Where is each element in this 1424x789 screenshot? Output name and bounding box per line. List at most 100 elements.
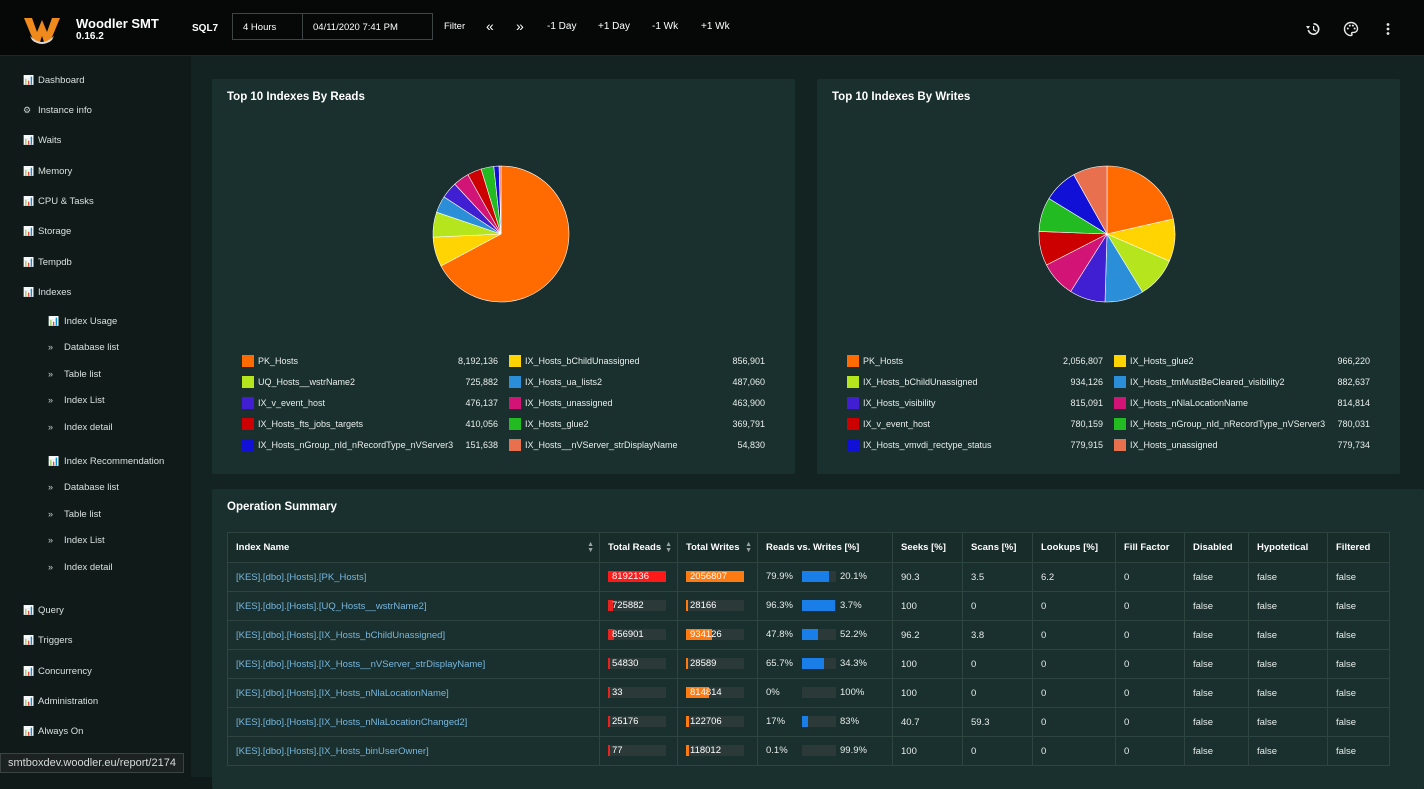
sidebar-subitem-database-list[interactable]: » Database list: [48, 342, 119, 353]
ratio-bar: [802, 745, 836, 757]
sidebar-item-query[interactable]: 📊 Query: [23, 605, 64, 616]
sidebar-subitem-index-list[interactable]: » Index List: [48, 395, 105, 406]
writes-slice-pk-hosts[interactable]: [1106, 165, 1174, 235]
col-header-fill-factor[interactable]: Fill Factor: [1115, 532, 1185, 563]
table-row[interactable]: [KES].[dbo].[Hosts].[PK_Hosts] 8192136 205…: [227, 562, 1390, 592]
reads-legend-item[interactable]: IX_Hosts_glue2 369,791: [509, 418, 765, 431]
server-name[interactable]: SQL7: [192, 23, 219, 34]
sidebar-item-tempdb[interactable]: 📊 Tempdb: [23, 257, 72, 268]
minus-week-button[interactable]: -1 Wk: [652, 21, 679, 32]
writes-legend-item[interactable]: IX_Hosts_vmvdi_rectype_status 779,915: [847, 439, 1103, 452]
next-button[interactable]: »: [516, 18, 524, 34]
palette-icon[interactable]: [1343, 21, 1359, 37]
woodler-logo-icon[interactable]: [22, 14, 62, 46]
col-header-seeks[interactable]: Seeks [%]: [892, 532, 963, 563]
reads-legend-item[interactable]: IX_Hosts_unassigned 463,900: [509, 397, 765, 410]
col-header-disabled[interactable]: Disabled: [1184, 532, 1249, 563]
index-name-link[interactable]: [KES].[dbo].[Hosts].[IX_Hosts_binUserOwn…: [227, 736, 600, 766]
sidebar-subitem-rec-index-detail[interactable]: » Index detail: [48, 562, 113, 573]
reads-legend-item[interactable]: IX_Hosts_fts_jobs_targets 410,056: [242, 418, 498, 431]
sidebar-subitem-index-usage[interactable]: 📊 Index Usage: [48, 316, 118, 327]
sidebar-item-always-on[interactable]: 📊 Always On: [23, 726, 84, 737]
sidebar-item-storage[interactable]: 📊 Storage: [23, 226, 72, 237]
col-header-index-name[interactable]: Index Name ▲ ▼: [227, 532, 600, 563]
sidebar-item-dashboard[interactable]: 📊 Dashboard: [23, 75, 85, 86]
sidebar-item-memory[interactable]: 📊 Memory: [23, 166, 73, 177]
table-row[interactable]: [KES].[dbo].[Hosts].[IX_Hosts_bChildUnas…: [227, 620, 1390, 650]
sidebar-subitem-table-list[interactable]: » Table list: [48, 369, 101, 380]
reads-legend-item[interactable]: IX_Hosts_nGroup_nId_nRecordType_nVServer…: [242, 439, 498, 452]
index-name-link[interactable]: [KES].[dbo].[Hosts].[IX_Hosts_nNlaLocati…: [227, 678, 600, 708]
reads-vs-writes-cell: 79.9% 20.1%: [757, 562, 893, 592]
plus-week-button[interactable]: +1 Wk: [701, 21, 730, 32]
index-name-link[interactable]: [KES].[dbo].[Hosts].[IX_Hosts_nNlaLocati…: [227, 707, 600, 737]
index-name-link[interactable]: [KES].[dbo].[Hosts].[IX_Hosts__nVServer_…: [227, 649, 600, 679]
sidebar-item-waits[interactable]: 📊 Waits: [23, 135, 62, 146]
chevron-right-icon: »: [48, 395, 54, 405]
chart-icon: 📊: [23, 166, 35, 176]
writes-legend-item[interactable]: IX_Hosts_nNlaLocationName 814,814: [1114, 397, 1370, 410]
reads-chart-title: Top 10 Indexes By Reads: [227, 91, 365, 103]
col-header-reads-vs-writes[interactable]: Reads vs. Writes [%]: [757, 532, 893, 563]
sidebar-item-concurrency[interactable]: 📊 Concurrency: [23, 666, 92, 677]
index-name-link[interactable]: [KES].[dbo].[Hosts].[UQ_Hosts__wstrName2…: [227, 591, 600, 621]
writes-legend-item[interactable]: IX_v_event_host 780,159: [847, 418, 1103, 431]
reads-legend-item[interactable]: IX_Hosts_bChildUnassigned 856,901: [509, 355, 765, 368]
reads-legend-item[interactable]: IX_Hosts__nVServer_strDisplayName 54,830: [509, 439, 765, 452]
reads-legend-item[interactable]: IX_v_event_host 476,137: [242, 397, 498, 410]
table-row[interactable]: [KES].[dbo].[Hosts].[IX_Hosts__nVServer_…: [227, 649, 1390, 679]
sidebar-item-cpu-tasks[interactable]: 📊 CPU & Tasks: [23, 196, 94, 207]
col-header-lookups[interactable]: Lookups [%]: [1032, 532, 1116, 563]
reads-slice-pk-hosts[interactable]: [440, 165, 570, 303]
filter-button[interactable]: Filter: [444, 21, 466, 32]
sidebar-subitem-index-recommendation[interactable]: 📊 Index Recommendation: [48, 456, 165, 467]
sidebar-item-instance-info[interactable]: ⚙ Instance info: [23, 105, 92, 116]
writes-legend-item[interactable]: IX_Hosts_visibility 815,091: [847, 397, 1103, 410]
datetime-input[interactable]: 04/11/2020 7:41 PM: [302, 13, 433, 40]
sidebar-subitem-rec-index-list[interactable]: » Index List: [48, 535, 105, 546]
writes-legend-item[interactable]: IX_Hosts_unassigned 779,734: [1114, 439, 1370, 452]
col-header-scans[interactable]: Scans [%]: [962, 532, 1033, 563]
operation-summary-title: Operation Summary: [227, 501, 337, 513]
hypotetical-cell: false: [1248, 620, 1328, 650]
sort-icon[interactable]: ▲ ▼: [745, 541, 752, 554]
writes-legend-item[interactable]: IX_Hosts_bChildUnassigned 934,126: [847, 376, 1103, 389]
total-reads-cell: 8192136: [599, 562, 678, 592]
sort-icon[interactable]: ▲ ▼: [587, 541, 594, 554]
hypotetical-cell: false: [1248, 649, 1328, 679]
writes-legend-item[interactable]: PK_Hosts 2,056,807: [847, 355, 1103, 368]
table-row[interactable]: [KES].[dbo].[Hosts].[IX_Hosts_nNlaLocati…: [227, 707, 1390, 737]
writes-legend-item[interactable]: IX_Hosts_tmMustBeCleared_visibility2 882,…: [1114, 376, 1370, 389]
writes-legend-item[interactable]: IX_Hosts_glue2 966,220: [1114, 355, 1370, 368]
minus-day-button[interactable]: -1 Day: [547, 21, 577, 32]
plus-day-button[interactable]: +1 Day: [598, 21, 630, 32]
table-row[interactable]: [KES].[dbo].[Hosts].[IX_Hosts_binUserOwn…: [227, 736, 1390, 766]
reads-legend-item[interactable]: IX_Hosts_ua_lists2 487,060: [509, 376, 765, 389]
index-name-link[interactable]: [KES].[dbo].[Hosts].[IX_Hosts_bChildUnas…: [227, 620, 600, 650]
col-header-total-writes[interactable]: Total Writes ▲ ▼: [677, 532, 758, 563]
writes-legend-item[interactable]: IX_Hosts_nGroup_nId_nRecordType_nVServer…: [1114, 418, 1370, 431]
time-range-select[interactable]: 4 Hours: [232, 13, 303, 40]
more-vert-icon[interactable]: [1380, 21, 1396, 37]
col-header-hypotetical[interactable]: Hypotetical: [1248, 532, 1328, 563]
writes-slice-ix-hosts-unassigned[interactable]: [1073, 165, 1108, 236]
col-header-total-reads[interactable]: Total Reads ▲ ▼: [599, 532, 678, 563]
sidebar-item-indexes[interactable]: 📊 Indexes: [23, 287, 72, 298]
sidebar-subitem-index-detail[interactable]: » Index detail: [48, 422, 113, 433]
table-row[interactable]: [KES].[dbo].[Hosts].[IX_Hosts_nNlaLocati…: [227, 678, 1390, 708]
legend-value: 476,137: [465, 398, 498, 408]
history-icon[interactable]: [1305, 21, 1321, 37]
sort-icon[interactable]: ▲ ▼: [665, 541, 672, 554]
sidebar-subitem-rec-database-list[interactable]: » Database list: [48, 482, 119, 493]
reads-slice-ix-hosts-nvserver-strdisplayname[interactable]: [498, 165, 502, 235]
chart-icon: 📊: [23, 635, 35, 645]
sidebar-item-administration[interactable]: 📊 Administration: [23, 696, 99, 707]
reads-legend-item[interactable]: UQ_Hosts__wstrName2 725,882: [242, 376, 498, 389]
reads-legend-item[interactable]: PK_Hosts 8,192,136: [242, 355, 498, 368]
index-name-link[interactable]: [KES].[dbo].[Hosts].[PK_Hosts]: [227, 562, 600, 592]
sidebar-item-triggers[interactable]: 📊 Triggers: [23, 635, 73, 646]
col-header-filtered[interactable]: Filtered: [1327, 532, 1390, 563]
prev-button[interactable]: «: [486, 18, 494, 34]
table-row[interactable]: [KES].[dbo].[Hosts].[UQ_Hosts__wstrName2…: [227, 591, 1390, 621]
sidebar-subitem-rec-table-list[interactable]: » Table list: [48, 509, 101, 520]
